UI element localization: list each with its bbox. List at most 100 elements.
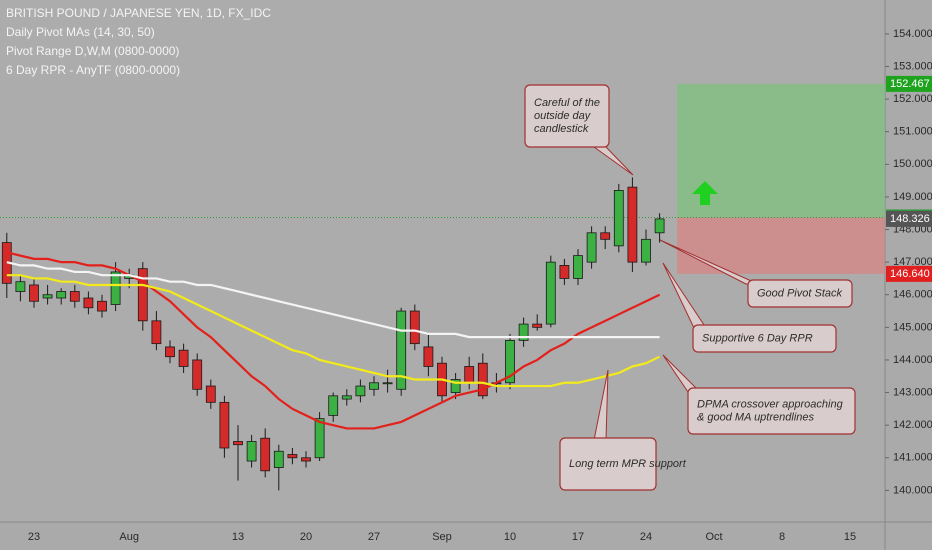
stop-price-label [886, 265, 932, 282]
candle-body [178, 349, 189, 367]
annotation-text: Long term MPR support [569, 458, 687, 470]
candle-body [273, 450, 284, 468]
candle-body [192, 359, 203, 390]
x-tick-label: 27 [368, 531, 380, 543]
candle-body [219, 401, 230, 449]
ma-line [6, 251, 661, 430]
candle-body [233, 441, 243, 446]
candle-body [477, 362, 488, 397]
stop-price-label-text: 146.640 [890, 268, 930, 280]
candle-body [341, 395, 352, 400]
candle-body [382, 382, 393, 385]
candle-body [287, 454, 298, 459]
y-tick-label: 151.000 [893, 126, 932, 138]
y-tick-label: 142.000 [893, 419, 932, 431]
annotation-text: & good MA uptrendlines [697, 411, 814, 423]
candle-body [559, 265, 570, 279]
candle-body [328, 395, 339, 416]
annotation-box [692, 324, 837, 353]
annotation-text: outside day [534, 110, 592, 122]
annotation-box [687, 387, 856, 435]
annotation-text: Careful of the [534, 97, 600, 109]
candle-body [654, 218, 665, 234]
y-tick-label: 149.000 [893, 191, 932, 203]
candle-body [450, 379, 461, 393]
ma-line [6, 274, 661, 388]
candle-body [246, 441, 257, 462]
y-tick-label: 153.000 [893, 60, 932, 72]
candle-body [573, 255, 583, 279]
candle-body [641, 238, 651, 263]
candle-body [409, 310, 420, 345]
candle-body [423, 346, 434, 367]
annotation-box [747, 279, 853, 308]
ma-line [6, 261, 660, 339]
candle-body [369, 382, 379, 390]
candle-body [29, 284, 39, 302]
x-tick-label: Aug [119, 531, 139, 543]
annotation-box [524, 84, 610, 148]
y-tick-label: 154.000 [893, 28, 932, 40]
x-tick-label: Sep [432, 531, 452, 543]
candle-body [205, 385, 216, 403]
x-tick-label: 15 [844, 531, 856, 543]
layer: 140.000 141.000 142.000 143.000 144.000 145.0… [0, 28, 932, 543]
x-tick-label: 8 [779, 531, 785, 543]
candle-body [355, 385, 366, 397]
y-tick-label: 152.000 [893, 93, 932, 105]
y-tick-label: 150.000 [893, 158, 932, 170]
candle-body [110, 271, 121, 305]
x-tick-label: 23 [28, 531, 40, 543]
y-tick-label: 143.000 [893, 386, 932, 398]
candle-body [15, 281, 26, 292]
legend-line: 6 Day RPR - AnyTF (0800-0000) [6, 63, 180, 77]
annotation-text: candlestick [534, 123, 589, 135]
y-tick-label: 140.000 [893, 484, 932, 496]
candle-body [97, 300, 107, 312]
candle-body [165, 346, 175, 358]
chart-title: BRITISH POUND / JAPANESE YEN, 1D, FX_IDC [6, 6, 271, 20]
target-price-label [886, 75, 932, 92]
candle-body [600, 232, 611, 240]
candle-body [314, 418, 325, 459]
y-tick-label: 146.000 [893, 289, 932, 301]
last-price-label [886, 210, 932, 227]
up-arrow-icon [692, 181, 718, 205]
last-price-label-text: 148.326 [890, 213, 930, 225]
x-tick-label: 17 [572, 531, 584, 543]
candle-body [613, 190, 624, 247]
candle-body [69, 291, 80, 302]
legend-line: Daily Pivot MAs (14, 30, 50) [6, 25, 155, 39]
candle-body [627, 186, 638, 263]
legend-line: Pivot Range D,W,M (0800-0000) [6, 44, 179, 58]
y-tick-label: 141.000 [893, 452, 932, 464]
y-tick-label: 145.000 [893, 321, 932, 333]
x-tick-label: 10 [504, 531, 516, 543]
annotation-box [559, 437, 657, 491]
candle-body [301, 457, 311, 462]
annotation-text: Good Pivot Stack [757, 287, 842, 299]
y-tick-label: 147.000 [893, 256, 932, 268]
candle-body [396, 310, 407, 390]
candle-body [137, 268, 148, 322]
candle-body [151, 320, 162, 345]
candle-body [545, 261, 556, 325]
candle-body [518, 323, 529, 341]
annotation-text: Supportive 6 Day RPR [702, 332, 813, 344]
candle-body [260, 437, 271, 472]
annotation-text: DPMA crossover approaching [697, 398, 844, 410]
candle-body [42, 294, 53, 299]
x-tick-label: 24 [640, 531, 652, 543]
candle-body [464, 366, 475, 384]
candle-body [505, 339, 515, 384]
target-price-label-text: 152.467 [890, 78, 930, 90]
candle-body [532, 323, 543, 328]
x-tick-label: 13 [232, 531, 244, 543]
candle-body [83, 297, 94, 309]
x-tick-label: 20 [300, 531, 312, 543]
y-tick-label: 144.000 [893, 354, 932, 366]
candle-body [586, 232, 597, 263]
stop-zone [677, 217, 885, 274]
candle-body [56, 291, 67, 299]
